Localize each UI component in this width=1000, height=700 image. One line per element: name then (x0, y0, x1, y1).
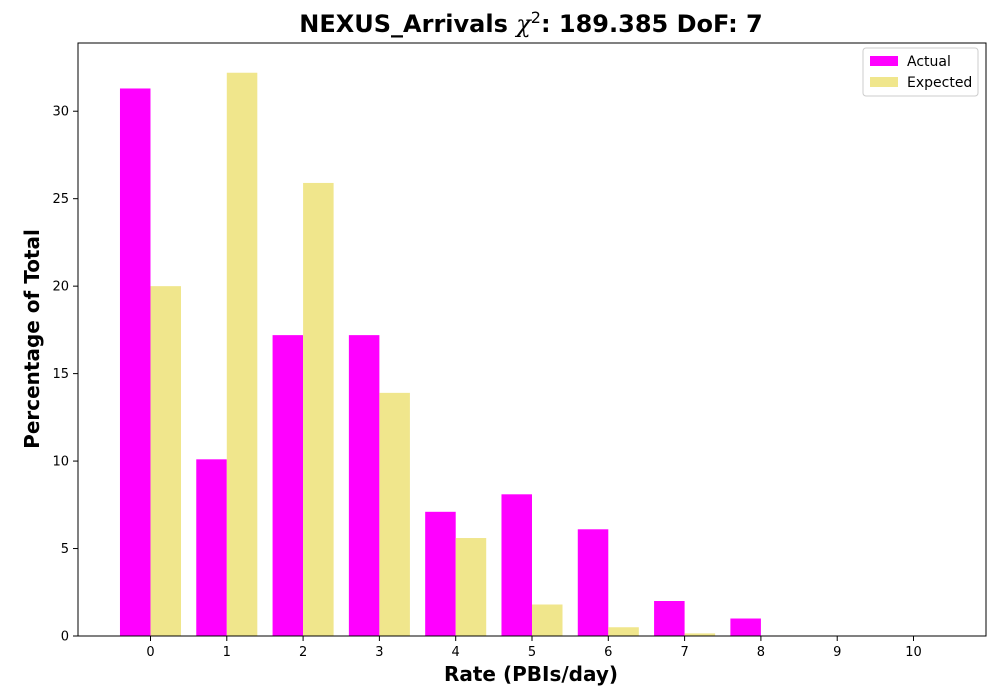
x-tick-label-0: 0 (146, 645, 154, 660)
y-axis-label: Percentage of Total (20, 229, 44, 449)
bar-actual-1 (196, 459, 227, 636)
bar-expected-5 (532, 604, 563, 636)
bar-actual-6 (577, 529, 609, 636)
bar-expected-0 (150, 286, 182, 636)
y-tick-label-30: 30 (52, 105, 69, 120)
legend-swatch-expected (870, 77, 898, 87)
chart-title-suffix: : 189.385 DoF: 7 (541, 10, 763, 38)
legend-label-actual: Actual (907, 54, 951, 70)
bar-expected-4 (455, 538, 487, 636)
x-axis-label: Rate (PBIs/day) (444, 662, 618, 686)
y-tick-label-5: 5 (61, 542, 69, 557)
y-ticks-group: 0 5 10 15 20 25 30 (52, 105, 78, 645)
bar-expected-3 (379, 392, 410, 636)
bar-actual-5 (501, 494, 532, 636)
y-tick-label-15: 15 (52, 367, 69, 382)
y-tick-label-10: 10 (52, 455, 69, 470)
x-ticks-group: 0 1 2 3 4 5 6 7 8 9 10 (146, 636, 922, 660)
x-tick-label-6: 6 (604, 645, 612, 660)
x-tick-label-3: 3 (375, 645, 383, 660)
bar-expected-2 (303, 182, 334, 636)
x-tick-label-4: 4 (452, 645, 460, 660)
x-tick-label-10: 10 (905, 645, 922, 660)
y-tick-label-25: 25 (52, 192, 69, 207)
legend: Actual Expected (862, 47, 979, 97)
y-tick-label-0: 0 (61, 630, 69, 645)
bar-actual-7 (654, 601, 685, 636)
bars-group (119, 72, 868, 637)
legend-label-expected: Expected (907, 75, 972, 91)
bar-expected-7 (684, 633, 716, 636)
x-tick-label-2: 2 (299, 645, 307, 660)
bar-actual-2 (272, 335, 304, 636)
x-tick-label-5: 5 (528, 645, 536, 660)
chart-title-chi: χ (514, 10, 532, 38)
chart-title-prefix: NEXUS_Arrivals (299, 10, 516, 38)
bar-actual-8 (730, 618, 761, 636)
legend-swatch-actual (870, 56, 898, 66)
bar-expected-6 (608, 627, 639, 636)
x-tick-label-1: 1 (223, 645, 231, 660)
bar-actual-4 (425, 511, 456, 636)
bar-actual-0 (119, 88, 151, 637)
x-tick-label-9: 9 (833, 645, 841, 660)
bar-expected-1 (226, 72, 258, 637)
bar-actual-3 (348, 335, 380, 636)
y-tick-label-20: 20 (52, 280, 69, 295)
x-tick-label-8: 8 (757, 645, 765, 660)
chart-title: NEXUS_Arrivals χ2: 189.385 DoF: 7 (299, 8, 762, 38)
x-tick-label-7: 7 (680, 645, 688, 660)
chart-title-superscript: 2 (531, 8, 541, 27)
